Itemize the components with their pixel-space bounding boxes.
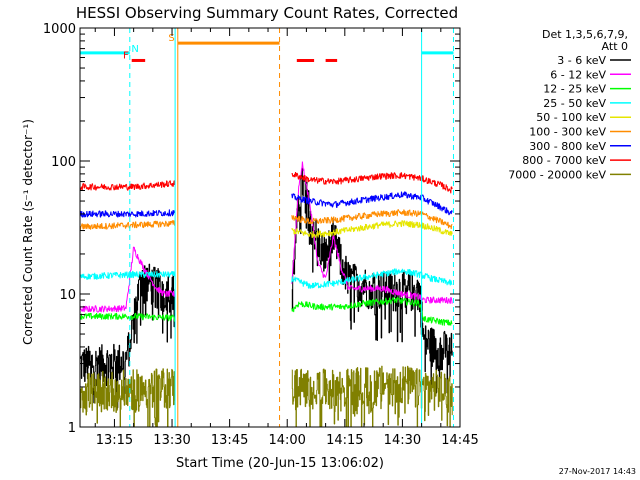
series-line-800-7000-kev — [80, 180, 176, 191]
y-tick-label: 100 — [51, 155, 76, 170]
series-line-25-50-kev — [80, 270, 176, 280]
flag-bars: N S F — [80, 33, 454, 62]
series-line-300-800-kev — [291, 191, 453, 216]
generation-timestamp: 27-Nov-2017 14:43 — [559, 467, 636, 476]
flag-label-s: S — [168, 33, 174, 44]
series-line-7000-20000-kev — [291, 365, 453, 427]
legend-header-line-1: Det 1,3,5,6,7,9, — [542, 28, 628, 41]
x-tick-label: 13:15 — [96, 433, 133, 448]
plot-frame — [79, 27, 461, 428]
legend-entry-label: 800 - 7000 keV — [522, 154, 606, 167]
series-line-3-6-kev — [291, 167, 453, 398]
vertical-lines — [129, 28, 454, 427]
legend-entry-label: 7000 - 20000 keV — [508, 168, 606, 181]
x-tick-label: 13:30 — [153, 433, 190, 448]
series-line-800-7000-kev — [291, 171, 453, 194]
series-line-6-12-kev — [291, 161, 453, 304]
series-line-100-300-kev — [80, 220, 176, 231]
legend-header-line-2: Att 0 — [602, 40, 628, 53]
legend-entry-label: 25 - 50 keV — [543, 97, 606, 110]
y-tick-label: 1000 — [43, 22, 76, 37]
legend-entry-label: 50 - 100 keV — [536, 111, 606, 124]
series-line-100-300-kev — [291, 209, 453, 230]
flag-label-n: N — [131, 44, 138, 55]
legend-entry-label: 100 - 300 keV — [529, 126, 606, 139]
x-axis: 13:15 13:30 13:45 14:00 14:15 14:30 14:45 — [94, 28, 479, 448]
series-line-300-800-kev — [80, 209, 176, 218]
legend-entry-label: 300 - 800 keV — [529, 140, 606, 153]
series-line-12-25-kev — [80, 312, 176, 322]
x-tick-label: 14:15 — [326, 433, 363, 448]
data-layer — [80, 161, 453, 427]
series-line-6-12-kev — [80, 246, 176, 313]
x-tick-label: 14:00 — [268, 433, 305, 448]
flag-label-f: F — [123, 50, 129, 61]
y-axis: 1 10 100 1000 — [43, 22, 460, 436]
x-axis-label: Start Time (20-Jun-15 13:06:02) — [176, 456, 384, 471]
legend-entry-label: 6 - 12 keV — [550, 68, 606, 81]
legend-entry-label: 3 - 6 keV — [557, 54, 606, 67]
x-tick-label: 14:30 — [384, 433, 421, 448]
y-axis-label: Corrected Count Rate (s⁻¹ detector⁻¹) — [21, 119, 35, 345]
series-line-50-100-kev — [291, 220, 453, 239]
series-line-12-25-kev — [291, 297, 453, 326]
x-tick-label: 13:45 — [211, 433, 248, 448]
legend-entry-label: 12 - 25 keV — [543, 83, 606, 96]
y-tick-label: 10 — [59, 288, 76, 303]
series-line-25-50-kev — [291, 268, 453, 289]
series-line-7000-20000-kev — [80, 368, 176, 427]
y-tick-label: 1 — [68, 421, 76, 436]
x-tick-label: 14:45 — [441, 433, 478, 448]
chart-title: HESSI Observing Summary Count Rates, Cor… — [76, 4, 458, 22]
